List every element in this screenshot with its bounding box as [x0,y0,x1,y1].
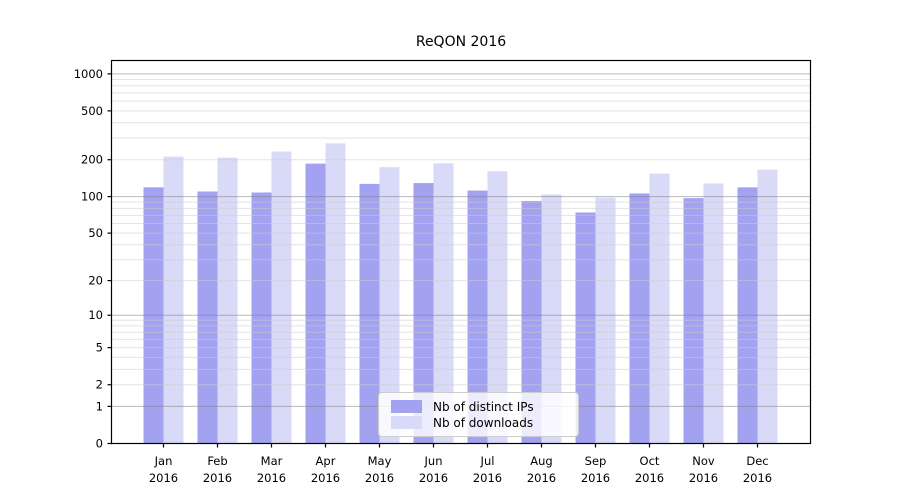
x-tick-label: Aug 2016 [527,454,556,485]
bar-feb-2016-distinct-ips [197,191,218,444]
y-axis: 0 1 2 5 10 20 50 100 200 500 1000 [74,67,112,451]
x-tick-label: Mar 2016 [257,454,286,485]
legend-label-downloads: Nb of downloads [433,415,534,430]
x-tick-label: Apr 2016 [311,454,340,485]
chart-title: ReQON 2016 [415,34,507,50]
x-tick-label: Jan 2016 [149,454,178,485]
bar-nov-2016-downloads [703,183,724,444]
legend-item-distinct-ips: Nb of distinct IPs [391,400,578,413]
bar-may-2016-distinct-ips [359,183,380,444]
gridlines-group [111,73,811,407]
legend-swatch-downloads [391,416,422,429]
x-axis: Jan 2016 Feb 2016 Mar 2016 Apr 2016 May 2016 Jun 20… [149,443,772,485]
y-tick-label: 50 [88,226,103,240]
y-tick-label: 20 [88,274,103,288]
legend-label-distinct-ips: Nb of distinct IPs [433,399,534,414]
y-tick-label: 0 [96,437,103,451]
bar-dec-2016-downloads [757,169,778,444]
y-tick-label: 1 [96,399,103,413]
bar-apr-2016-downloads [325,143,346,444]
bar-oct-2016-distinct-ips [629,193,650,444]
x-tick-label: Sep 2016 [581,454,610,485]
bar-feb-2016-downloads [217,157,238,444]
x-tick-label: Nov 2016 [689,454,718,485]
x-tick-label: Dec 2016 [743,454,772,485]
y-tick-label: 2 [96,378,103,392]
y-tick-label: 1000 [74,67,103,81]
legend-swatch-distinct-ips [391,400,422,413]
bar-mar-2016-downloads [271,151,292,444]
bar-jun-2016-distinct-ips [413,183,434,444]
bar-oct-2016-downloads [649,173,670,444]
bar-jan-2016-downloads [163,156,184,444]
bar-aug-2016-downloads [541,194,562,444]
y-tick-label: 500 [81,104,103,118]
legend-item-downloads: Nb of downloads [391,416,578,429]
bar-apr-2016-distinct-ips [305,163,326,444]
bar-jul-2016-distinct-ips [467,190,488,444]
x-tick-label: May 2016 [365,454,394,485]
bar-sep-2016-distinct-ips [575,212,596,444]
x-tick-label: Jul 2016 [473,454,502,485]
x-tick-label: Feb 2016 [203,454,232,485]
bar-aug-2016-distinct-ips [521,200,542,444]
y-tick-label: 10 [88,308,103,322]
chart-legend: Nb of distinct IPs Nb of downloads [378,392,579,437]
x-tick-label: Oct 2016 [635,454,664,485]
bar-mar-2016-distinct-ips [251,192,272,444]
y-tick-label: 200 [81,153,103,167]
plot-frame [110,59,812,445]
y-tick-label: 100 [81,190,103,204]
bar-jul-2016-downloads [487,171,508,444]
x-tick-label: Jun 2016 [419,454,448,485]
bar-may-2016-downloads [379,167,400,444]
y-tick-label: 5 [96,341,103,355]
